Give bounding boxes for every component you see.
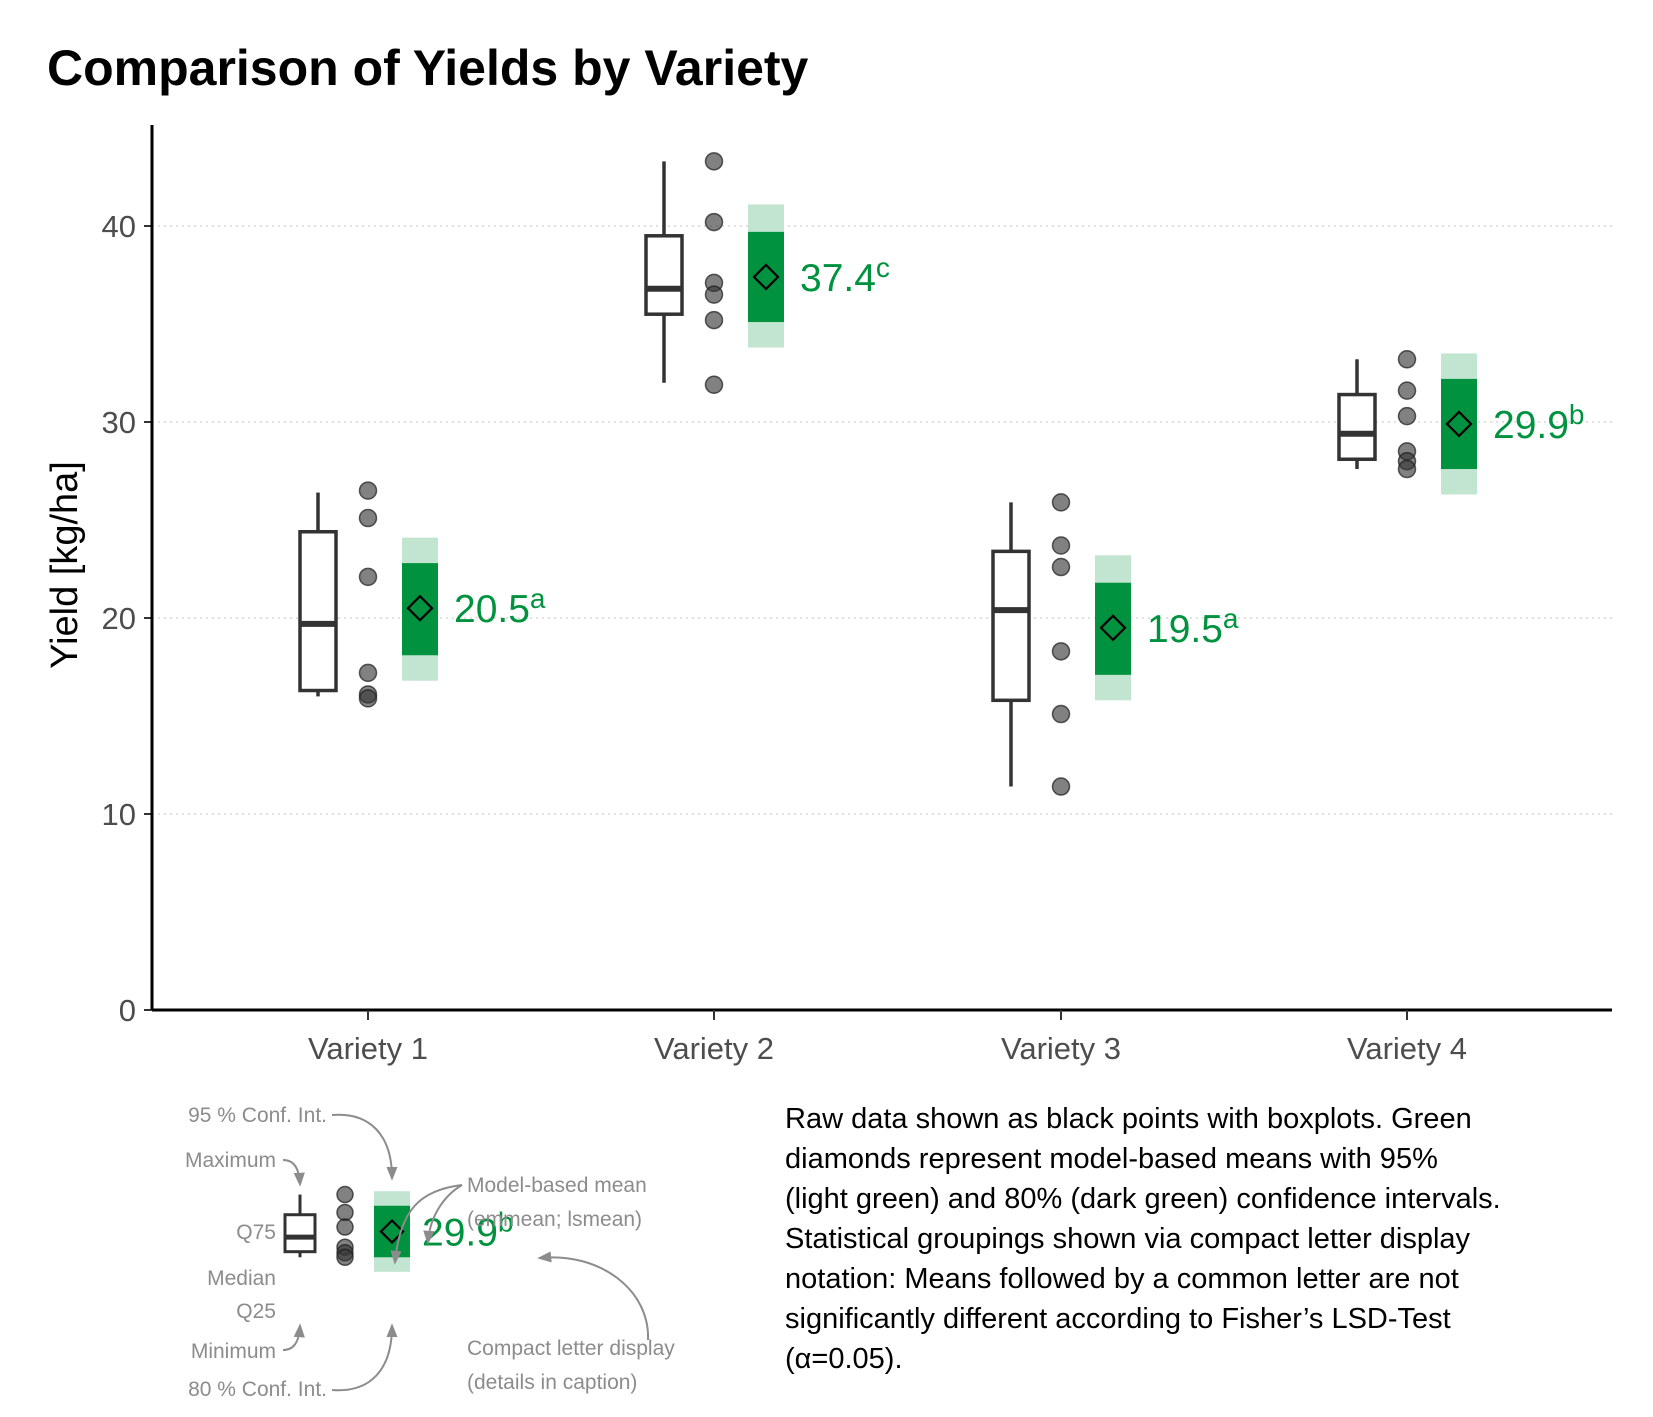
legend-example-label: 29.9b	[422, 1206, 513, 1254]
legend-label-ci95: 95 % Conf. Int.	[188, 1104, 327, 1127]
legend-label-model-mean-sub: (emmean; lsmean)	[467, 1208, 642, 1231]
legend-label-ci80: 80 % Conf. Int.	[188, 1378, 327, 1401]
raw-point	[1397, 381, 1417, 400]
raw-point	[1397, 350, 1417, 369]
raw-point	[358, 481, 378, 500]
legend-arrow-cld	[537, 1251, 650, 1341]
caption-line: Raw data shown as black points with boxp…	[785, 1103, 1472, 1135]
raw-point	[358, 567, 378, 587]
box	[644, 234, 684, 316]
variety-group: 20.5a	[298, 481, 546, 708]
variety-group: 19.5a	[991, 493, 1239, 796]
legend-raw-point	[336, 1218, 354, 1236]
x-tick-label: Variety 4	[1347, 1031, 1467, 1066]
legend-ci80-bar	[374, 1205, 410, 1258]
raw-point	[1051, 493, 1071, 512]
raw-point	[358, 508, 378, 528]
legend-arrow-model-mean-2	[423, 1184, 463, 1245]
mean-label: 29.9b	[1493, 399, 1584, 447]
mean-diamond	[406, 594, 434, 622]
box	[991, 549, 1031, 703]
legend-raw-point	[336, 1185, 354, 1204]
legend-label-model-mean: Model-based mean	[467, 1174, 647, 1197]
y-axis-label: Yield [kg/ha]	[44, 461, 86, 669]
caption-line: diamonds represent model-based means wit…	[785, 1143, 1438, 1175]
mean-label: 37.4c	[800, 252, 890, 300]
mean-diamond	[752, 263, 780, 291]
legend-raw-point	[336, 1203, 354, 1222]
caption-line: (light green) and 80% (dark green) confi…	[785, 1183, 1501, 1215]
axes: 0 10 20 30 40 Variety 1 Variety 2 Variety 3 Vari…	[102, 125, 1612, 1066]
raw-point	[704, 375, 724, 395]
legend-mean-diamond	[379, 1218, 405, 1245]
mean-diamond	[1099, 614, 1127, 642]
legend-label-maximum: Maximum	[185, 1149, 276, 1172]
legend-label-q25: Q25	[236, 1300, 276, 1323]
raw-point	[704, 212, 724, 232]
ci80-bar	[402, 563, 438, 656]
raw-point	[358, 663, 378, 683]
x-tick-label: Variety 1	[308, 1031, 428, 1066]
x-tick-label: Variety 2	[654, 1031, 774, 1066]
mean-label: 20.5a	[454, 583, 546, 631]
legend-arrow-model-mean	[390, 1184, 463, 1265]
legend-label-cld: Compact letter display	[467, 1337, 675, 1360]
legend-label-cld-sub: (details in caption)	[467, 1371, 637, 1394]
ci80-bar	[1095, 582, 1131, 675]
legend-label-q75: Q75	[236, 1221, 276, 1244]
legend-label-minimum: Minimum	[191, 1340, 276, 1363]
raw-point	[1051, 536, 1071, 555]
caption: Raw data shown as black points with boxp…	[785, 1099, 1625, 1379]
box	[1337, 392, 1377, 461]
y-tick-label: 20	[102, 601, 136, 636]
raw-point	[1051, 642, 1071, 661]
legend-arrow-minimum	[282, 1323, 305, 1351]
mean-label: 19.5a	[1147, 603, 1239, 651]
legend-label-median: Median	[207, 1267, 276, 1290]
chart-title: Comparison of Yields by Variety	[47, 40, 809, 96]
legend-raw-point	[336, 1248, 354, 1267]
raw-point	[704, 285, 724, 304]
caption-line: notation: Means followed by a common let…	[785, 1263, 1459, 1295]
raw-point	[1397, 459, 1417, 479]
y-tick-label: 10	[102, 797, 136, 832]
variety-group: 29.9b	[1337, 350, 1584, 495]
raw-point	[1051, 704, 1071, 724]
y-tick-label: 40	[102, 209, 136, 244]
mean-diamond	[1445, 410, 1473, 438]
variety-group: 37.4c	[644, 152, 890, 395]
legend-box	[283, 1213, 317, 1254]
x-tick-label: Variety 3	[1001, 1031, 1121, 1066]
box	[298, 530, 338, 693]
caption-line: significantly different according to Fis…	[785, 1303, 1451, 1335]
legend-key: 29.9b 95 % Conf. Int. Maximum Q75 Median Q25 M…	[185, 1104, 675, 1401]
raw-point	[1051, 777, 1071, 796]
raw-point	[1051, 557, 1071, 577]
legend-arrow-ci80	[331, 1323, 398, 1392]
caption-line: (α=0.05).	[785, 1343, 903, 1375]
legend-arrow-ci95	[331, 1113, 398, 1181]
y-tick-label: 30	[102, 405, 136, 440]
caption-line: Statistical groupings shown via compact …	[785, 1223, 1471, 1255]
y-tick-label: 0	[119, 993, 136, 1028]
raw-point	[1397, 406, 1417, 426]
plot-area: 20.5a 37.4c 19.5a 29.9b	[298, 152, 1584, 796]
raw-point	[704, 310, 724, 330]
raw-point	[704, 152, 724, 171]
raw-point	[358, 689, 378, 708]
legend-arrow-maximum	[282, 1159, 305, 1187]
